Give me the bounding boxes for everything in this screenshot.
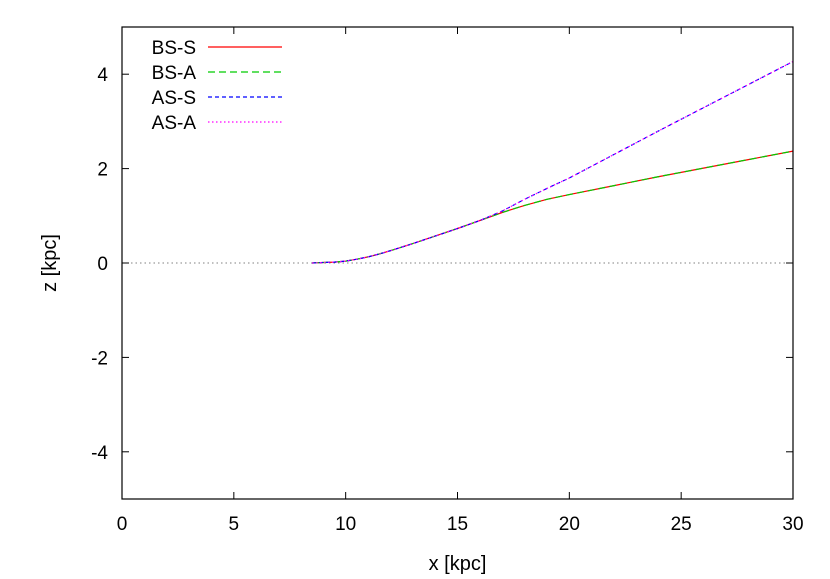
plot-frame <box>121 26 794 500</box>
y-tick-label: 4 <box>97 65 108 86</box>
x-tick-label: 25 <box>671 514 692 535</box>
x-tick-label: 0 <box>117 514 128 535</box>
series-line-as-s <box>312 60 794 264</box>
y-tick-label: 2 <box>97 160 108 181</box>
series-line-as-a <box>312 60 794 264</box>
x-tick-label: 20 <box>559 514 580 535</box>
series-line-bs-s <box>312 150 794 264</box>
series-line-bs-a <box>312 150 794 264</box>
y-tick-label: -2 <box>91 348 108 369</box>
y-tick-label: 0 <box>97 254 108 275</box>
legend-label-bs-s: BS-S <box>152 38 196 59</box>
ticks-layer: 0 5 10 15 20 25 30 -4 -2 0 2 4 <box>91 27 804 535</box>
x-tick-label: 10 <box>335 514 356 535</box>
x-tick-label: 5 <box>229 514 240 535</box>
x-axis-label: x [kpc] <box>429 553 487 575</box>
x-tick-label: 15 <box>447 514 468 535</box>
legend-label-as-s: AS-S <box>152 88 196 109</box>
y-axis-label: z [kpc] <box>39 234 61 292</box>
x-tick-label: 30 <box>782 514 803 535</box>
series-layer <box>312 60 794 264</box>
legend-label-bs-a: BS-A <box>152 63 197 84</box>
y-tick-label: -4 <box>91 443 108 464</box>
legend: BS-S BS-A AS-S AS-A <box>152 38 282 134</box>
legend-label-as-a: AS-A <box>152 113 197 134</box>
